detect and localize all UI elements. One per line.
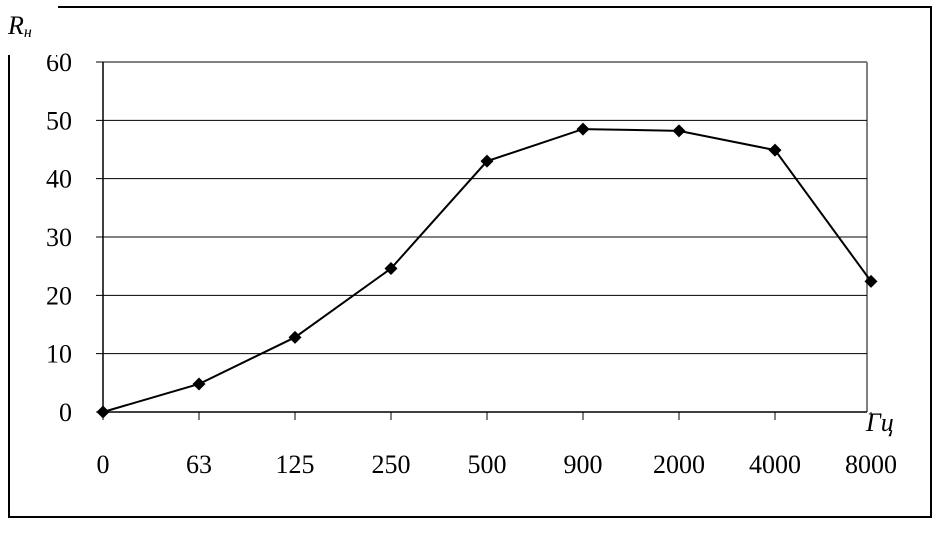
data-point-marker	[672, 124, 686, 138]
y-tick-label: 0	[59, 398, 72, 427]
y-tick-label: 20	[46, 281, 72, 310]
svg-text:Rн: Rн	[7, 11, 32, 41]
data-point-marker	[576, 122, 590, 136]
data-point-marker	[864, 274, 878, 288]
data-point-marker	[96, 405, 110, 419]
x-tick-label: 8000	[845, 450, 897, 479]
data-point-marker	[480, 154, 494, 168]
data-point-marker	[192, 377, 206, 391]
chart-frame	[8, 6, 932, 518]
y-tick-label: 40	[46, 165, 72, 194]
x-tick-label: 500	[468, 450, 507, 479]
y-tick-label: 10	[46, 340, 72, 369]
x-tick-label: 2000	[653, 450, 705, 479]
data-point-marker	[768, 143, 782, 157]
grid-lines	[96, 61, 872, 420]
data-point-marker	[384, 262, 398, 275]
y-axis-label: Rн	[2, 5, 58, 55]
series-layer	[96, 122, 878, 419]
x-axis-label: Гц	[865, 408, 894, 437]
data-point-marker	[288, 330, 302, 344]
y-axis-label-main: R	[7, 11, 24, 40]
x-tick-labels: 0 63 125 250 500 900 2000 4000 8000	[97, 450, 898, 479]
x-tick-label: 63	[186, 450, 212, 479]
y-axis-label-sub: н	[24, 24, 32, 41]
x-tick-label: 125	[276, 450, 315, 479]
x-tick-label: 900	[564, 450, 603, 479]
x-tick-label: 0	[97, 450, 110, 479]
y-tick-label: 50	[46, 106, 72, 135]
y-tick-label: 30	[46, 223, 72, 252]
x-tick-label: 4000	[749, 450, 801, 479]
x-tick-label: 250	[372, 450, 411, 479]
